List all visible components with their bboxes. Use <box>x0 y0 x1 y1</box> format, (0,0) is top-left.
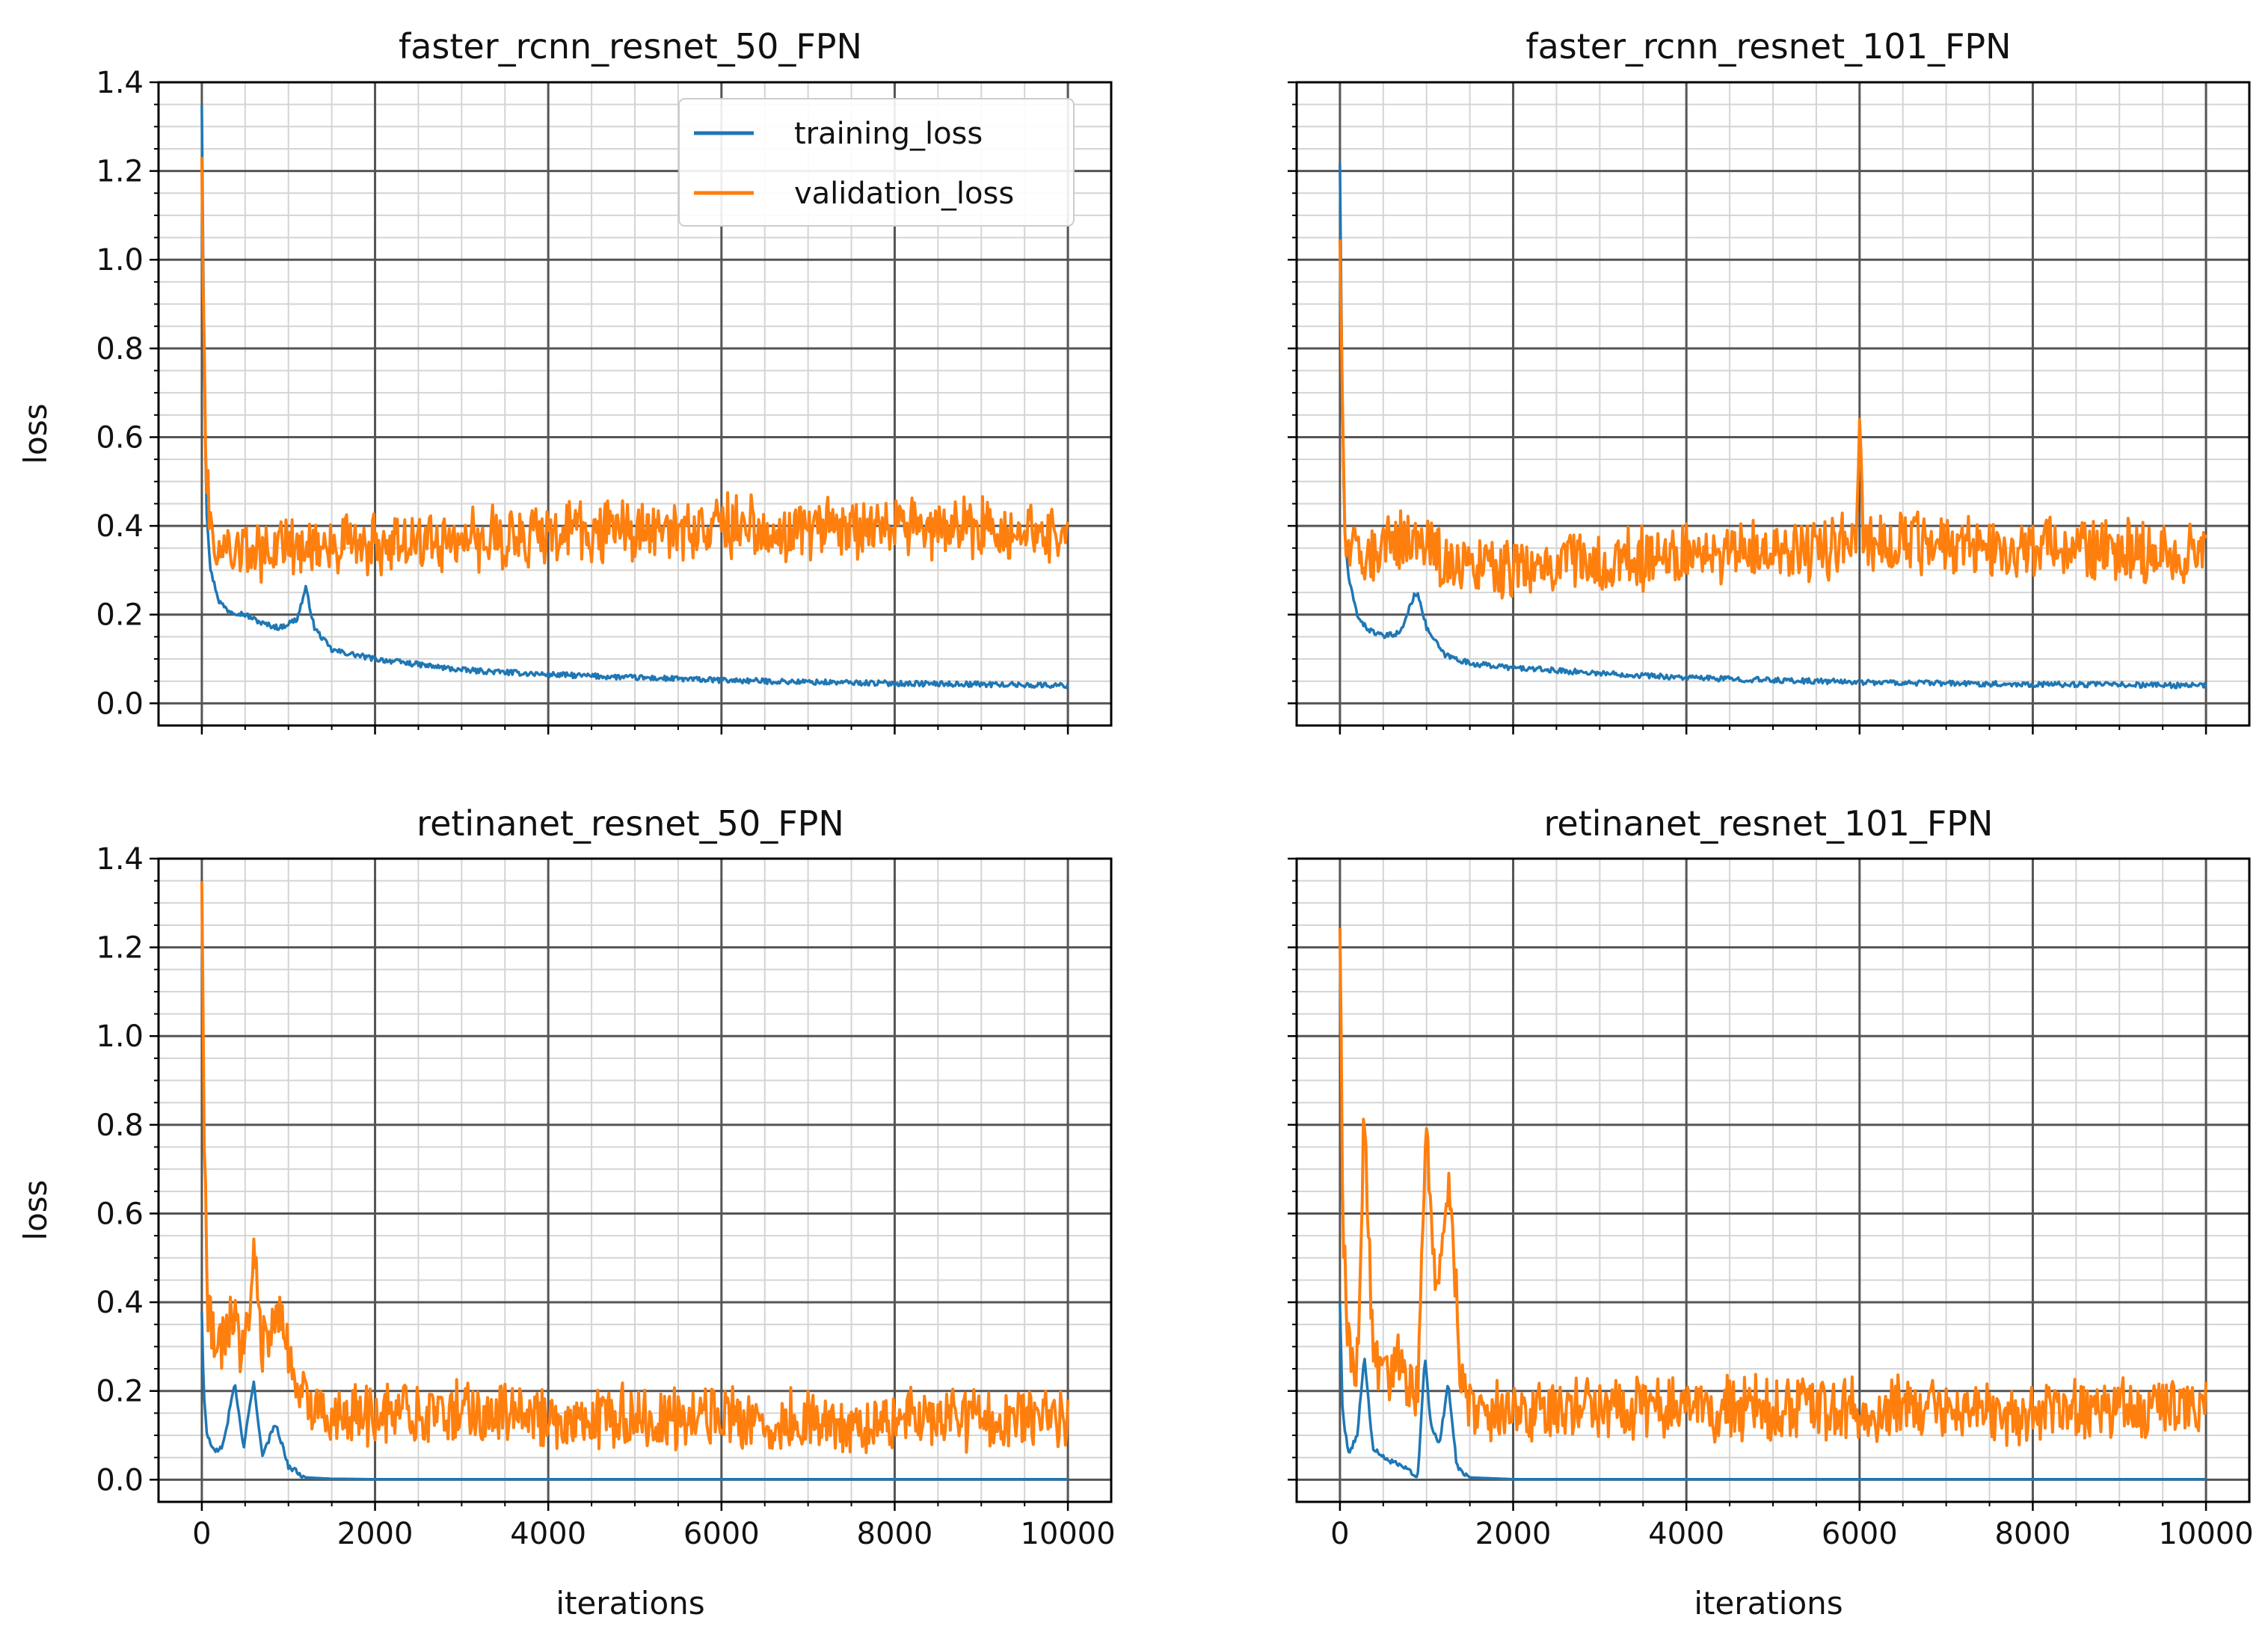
x-axis-label: iterations <box>1694 1585 1843 1622</box>
x-tick-label: 0 <box>1330 1517 1349 1551</box>
y-tick-label: 1.0 <box>96 1019 144 1054</box>
plot-area: 0 2000 4000 6000 8000 10000 <box>1288 857 2254 1551</box>
series-line-training-loss <box>200 1312 1069 1481</box>
subplot-retinanet-resnet-50: retinanet_resnet_50_FPN loss iterations … <box>17 803 1116 1622</box>
y-tick-label: 0.2 <box>96 1375 144 1409</box>
series-line-validation-loss <box>200 880 1070 1455</box>
y-tick-label: 0.4 <box>96 509 144 544</box>
subplot-title: retinanet_resnet_50_FPN <box>417 803 844 844</box>
series-group <box>1338 927 2208 1481</box>
y-axis-label: loss <box>17 1180 54 1240</box>
x-axis-label: iterations <box>556 1585 704 1622</box>
series-group <box>1338 163 2207 690</box>
y-tick-label: 1.4 <box>96 842 144 877</box>
legend: training_loss validation_loss <box>678 98 1075 227</box>
y-tick-label: 0.4 <box>96 1286 144 1320</box>
plot-area <box>1288 81 2251 734</box>
legend-label: training_loss <box>794 117 983 151</box>
series-group <box>200 105 1070 690</box>
x-tick-label: 0 <box>192 1517 211 1551</box>
y-tick-label: 1.2 <box>96 931 144 966</box>
x-tick-label: 6000 <box>1822 1517 1898 1551</box>
y-tick-label: 1.2 <box>96 155 144 189</box>
series-line-training-loss <box>200 105 1069 690</box>
legend-box <box>678 98 1075 227</box>
plot-area: 0.0 0.2 0.4 0.6 0.8 1.0 1.2 1.4 0 2000 4000 6000 800… <box>96 842 1115 1551</box>
y-tick-label: 0.0 <box>96 1463 144 1497</box>
y-tick-label: 0.0 <box>96 687 144 721</box>
subplot-retinanet-resnet-101: retinanet_resnet_101_FPN iterations 0 200… <box>1288 803 2254 1622</box>
subplot-title: faster_rcnn_resnet_50_FPN <box>399 26 862 67</box>
y-tick-label: 1.0 <box>96 243 144 277</box>
legend-label: validation_loss <box>794 177 1014 211</box>
subplot-title: faster_rcnn_resnet_101_FPN <box>1525 26 2011 67</box>
x-tick-label: 4000 <box>510 1517 586 1551</box>
y-tick-label: 0.6 <box>96 420 144 455</box>
x-tick-label: 2000 <box>1475 1517 1552 1551</box>
y-tick-label: 0.2 <box>96 598 144 633</box>
series-line-validation-loss <box>200 156 1070 584</box>
subplot-faster-rcnn-resnet-101: faster_rcnn_resnet_101_FPN <box>1288 26 2251 734</box>
y-tick-label: 1.4 <box>96 66 144 100</box>
subplot-title: retinanet_resnet_101_FPN <box>1544 803 1994 844</box>
series-line-training-loss <box>1339 1303 2207 1481</box>
series-line-validation-loss <box>1338 239 2207 600</box>
x-tick-label: 2000 <box>337 1517 414 1551</box>
x-tick-label: 4000 <box>1648 1517 1724 1551</box>
y-tick-label: 0.8 <box>96 332 144 366</box>
series-line-training-loss <box>1339 163 2207 690</box>
y-tick-label: 0.6 <box>96 1197 144 1231</box>
y-axis-label: loss <box>17 403 54 464</box>
x-tick-label: 10000 <box>2158 1517 2253 1551</box>
y-tick-label: 0.8 <box>96 1108 144 1143</box>
series-group <box>200 880 1070 1481</box>
x-tick-label: 6000 <box>683 1517 760 1551</box>
series-line-validation-loss <box>1338 927 2208 1447</box>
x-tick-label: 8000 <box>1995 1517 2071 1551</box>
x-tick-label: 8000 <box>857 1517 933 1551</box>
x-tick-label: 10000 <box>1020 1517 1115 1551</box>
